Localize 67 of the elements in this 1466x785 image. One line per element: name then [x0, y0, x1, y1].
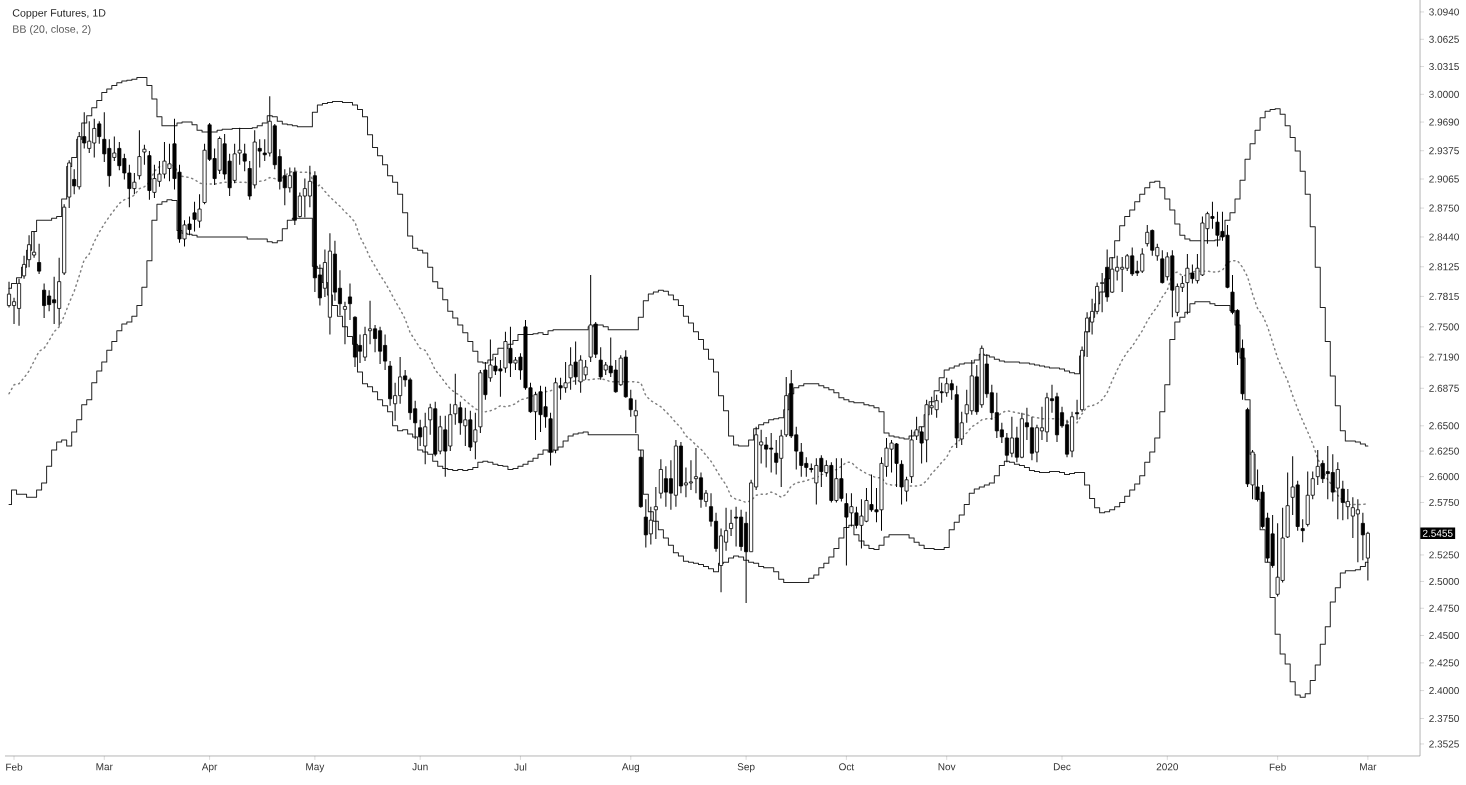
- candlestick: [648, 506, 653, 545]
- text: BB (20, close, 2): [13, 25, 91, 35]
- y-tick-label: 3.0625: [1429, 35, 1459, 43]
- candlestick: [1355, 498, 1360, 563]
- x-tick-label: 2020: [1156, 763, 1179, 771]
- x-tick-label: Apr: [201, 763, 218, 773]
- x-tick-label: Feb: [1269, 763, 1286, 771]
- candlestick: [688, 459, 693, 491]
- y-tick-label: 3.0315: [1429, 62, 1459, 71]
- candlestick: [418, 419, 423, 447]
- x-tick-label: Nov: [938, 763, 956, 771]
- candlestick: [27, 234, 32, 268]
- candlestick: [729, 509, 734, 537]
- x-tick-label: Aug: [621, 763, 640, 773]
- x-tick-label: Mar: [1360, 763, 1377, 771]
- x-tick-label: Sep: [737, 763, 755, 773]
- candlestick: [37, 243, 42, 275]
- candlestick: [22, 255, 27, 280]
- y-tick-label: 2.8125: [1429, 263, 1459, 271]
- candlestick: [1345, 488, 1350, 520]
- x-tick-label: Jul: [514, 763, 527, 771]
- x-tick-label: Jun: [412, 763, 428, 771]
- y-tick-label: 2.4000: [1429, 687, 1459, 695]
- y-tick-label: 2.3525: [1429, 740, 1459, 748]
- y-tick-label: 2.7190: [1429, 353, 1459, 361]
- candlestick: [1075, 399, 1080, 421]
- candlestick: [653, 486, 658, 540]
- candlestick: [774, 439, 779, 476]
- text: Copper Futures, 1D: [12, 9, 106, 19]
- x-tick-label: May: [306, 763, 325, 773]
- y-tick-label: 2.8750: [1429, 204, 1459, 212]
- y-tick-label: 2.6000: [1429, 473, 1459, 481]
- y-tick-label: 2.6500: [1429, 422, 1459, 430]
- candlestick: [137, 129, 142, 180]
- candlestick: [7, 281, 12, 309]
- candlestick: [1085, 311, 1090, 358]
- candlestick: [42, 282, 47, 319]
- y-tick-label: 2.7500: [1429, 323, 1459, 331]
- x-tick-label: Oct: [839, 763, 855, 771]
- y-tick-label: 2.4250: [1429, 659, 1459, 667]
- y-tick-label: 2.7815: [1429, 292, 1459, 300]
- x-tick-label: Feb: [6, 763, 23, 771]
- y-tick-label: 2.9690: [1429, 118, 1459, 126]
- y-tick-label: 3.0940: [1429, 8, 1459, 16]
- y-tick-label: 2.5250: [1429, 551, 1459, 559]
- y-tick-label: 3.0000: [1429, 90, 1459, 98]
- candlestick: [142, 144, 147, 166]
- y-tick-label: 2.8440: [1429, 233, 1459, 241]
- y-tick-label: 2.3750: [1429, 714, 1459, 723]
- candlestick: [347, 282, 352, 321]
- candlestick: [368, 300, 373, 345]
- candlestick: [342, 301, 347, 345]
- candlestick: [633, 399, 638, 434]
- y-tick-label: 2.9375: [1429, 147, 1459, 155]
- y-tick-label: 2.9065: [1429, 175, 1459, 183]
- candlestick: [628, 389, 633, 418]
- x-tick-label: Dec: [1053, 763, 1071, 771]
- y-tick-label: 2.4500: [1429, 631, 1459, 640]
- y-tick-label: 2.6875: [1429, 384, 1459, 392]
- x-tick-label: Mar: [96, 763, 113, 771]
- candlestick: [1300, 518, 1305, 543]
- y-tick-label: 2.4750: [1429, 604, 1459, 612]
- y-tick-label: 2.5000: [1429, 577, 1459, 586]
- text: 2.5455: [1422, 529, 1453, 537]
- candlestick: [734, 506, 739, 547]
- y-tick-label: 2.5750: [1429, 498, 1459, 506]
- y-tick-label: 2.6250: [1429, 447, 1459, 455]
